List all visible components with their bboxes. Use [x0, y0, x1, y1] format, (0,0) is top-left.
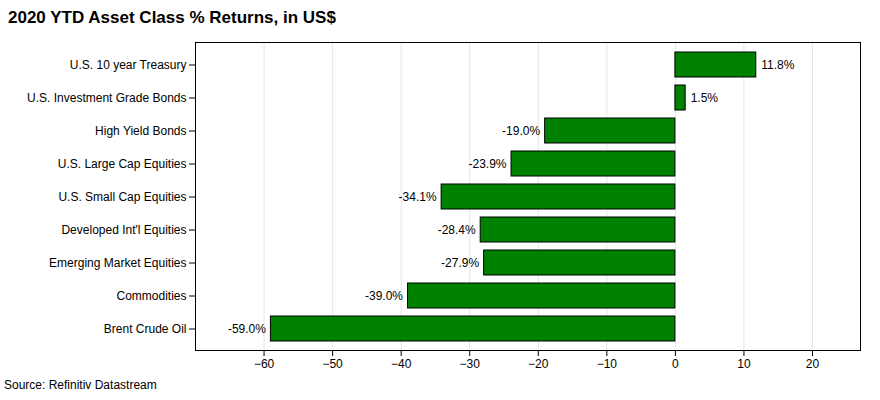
html-text:2020 YTD Asset Class % Returns: 2020 YTD Asset Class % Returns, in US$ — [8, 8, 336, 27]
svg-text:10: 10 — [737, 357, 751, 371]
svg-text:U.S. Small Cap Equities: U.S. Small Cap Equities — [58, 190, 186, 204]
svg-text:−50: −50 — [322, 357, 343, 371]
svg-text:Emerging Market Equities: Emerging Market Equities — [49, 256, 186, 270]
svg-text:−20: −20 — [528, 357, 549, 371]
svg-text:-59.0%: -59.0% — [228, 322, 266, 336]
svg-text:11.8%: 11.8% — [761, 58, 794, 72]
svg-text:U.S. Large Cap Equities: U.S. Large Cap Equities — [58, 157, 187, 171]
html-text:Source: Refinitiv Datastream: Source: Refinitiv Datastream — [4, 378, 157, 392]
svg-text:-23.9%: -23.9% — [469, 157, 507, 171]
svg-text:U.S. Investment Grade Bonds: U.S. Investment Grade Bonds — [27, 91, 186, 105]
svg-text:U.S. 10 year Treasury: U.S. 10 year Treasury — [70, 58, 187, 72]
svg-text:−40: −40 — [391, 357, 412, 371]
svg-text:−30: −30 — [460, 357, 481, 371]
svg-text:1.5%: 1.5% — [691, 91, 719, 105]
svg-text:-19.0%: -19.0% — [502, 124, 540, 138]
svg-text:-39.0%: -39.0% — [365, 289, 403, 303]
svg-text:Brent Crude Oil: Brent Crude Oil — [104, 322, 187, 336]
svg-text:Developed Int'l Equities: Developed Int'l Equities — [61, 223, 186, 237]
svg-text:−10: −10 — [597, 357, 618, 371]
svg-text:High Yield Bonds: High Yield Bonds — [95, 124, 186, 138]
svg-text:Commodities: Commodities — [116, 289, 186, 303]
svg-text:0: 0 — [672, 357, 679, 371]
svg-text:−60: −60 — [254, 357, 275, 371]
svg-text:-27.9%: -27.9% — [441, 256, 479, 270]
svg-text:-28.4%: -28.4% — [438, 223, 476, 237]
svg-text:-34.1%: -34.1% — [399, 190, 437, 204]
svg-text:20: 20 — [806, 357, 820, 371]
